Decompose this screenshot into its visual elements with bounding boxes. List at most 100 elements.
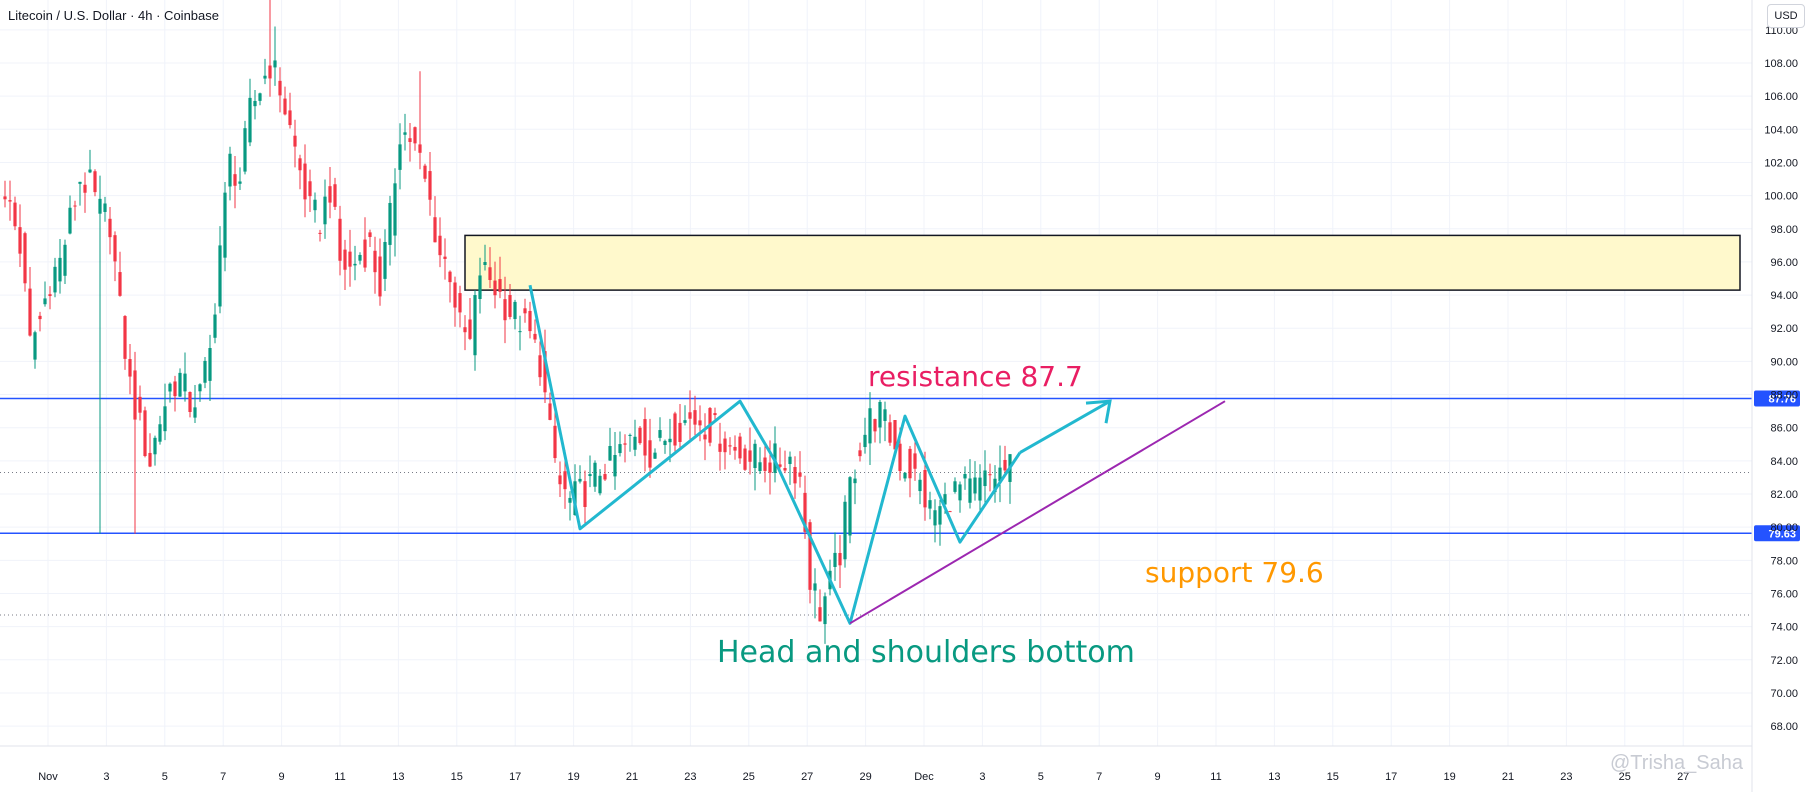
candle-body xyxy=(353,263,357,266)
candle-body xyxy=(958,484,962,501)
candle-body xyxy=(13,202,17,227)
candle-body xyxy=(528,310,532,332)
x-tick-label: Nov xyxy=(38,771,58,783)
candle-body xyxy=(303,163,307,200)
candle-body xyxy=(108,218,112,238)
candle-body xyxy=(263,75,267,79)
pattern-zigzag xyxy=(528,284,1022,625)
candle-body xyxy=(603,474,607,480)
candle-body xyxy=(203,360,207,383)
candle-body xyxy=(63,244,67,276)
candle-body xyxy=(208,348,212,381)
candle-body xyxy=(748,450,752,462)
candle-body xyxy=(988,474,992,476)
x-tick-label: 25 xyxy=(743,771,755,783)
currency-button[interactable]: USD xyxy=(1767,4,1805,28)
candle-body xyxy=(53,266,57,293)
candle-body xyxy=(943,494,947,505)
candle-body xyxy=(583,481,587,508)
x-tick-label: 11 xyxy=(334,771,345,783)
candle-body xyxy=(788,456,792,464)
candle-body xyxy=(758,462,762,472)
candle-body xyxy=(473,295,477,356)
candle-body xyxy=(123,316,127,359)
candle-body xyxy=(808,522,812,590)
x-tick-label: 23 xyxy=(1560,771,1572,783)
x-tick-label: 27 xyxy=(801,771,813,783)
candle-body xyxy=(133,370,137,420)
candle-body xyxy=(298,158,302,171)
candle-body xyxy=(923,469,927,508)
candle-body xyxy=(893,420,897,450)
candle-body xyxy=(833,552,837,567)
candle-body xyxy=(883,409,887,421)
candle-body xyxy=(268,65,272,79)
candle-body xyxy=(968,478,972,503)
candle-body xyxy=(723,438,727,453)
candle-body xyxy=(488,267,492,281)
candle-body xyxy=(498,279,502,292)
price-label: 87.76 xyxy=(1768,394,1796,406)
candle-body xyxy=(538,355,542,378)
candle-body xyxy=(838,553,842,566)
candle-body xyxy=(138,396,142,413)
candle-body xyxy=(213,314,217,338)
candle-body xyxy=(168,383,172,392)
candle-body xyxy=(148,452,152,467)
x-tick-label: 27 xyxy=(1677,771,1689,783)
y-tick-label: 84.00 xyxy=(1770,456,1798,468)
candle-body xyxy=(33,332,37,360)
candle-body xyxy=(813,583,817,591)
y-tick-label: 106.00 xyxy=(1764,91,1798,103)
x-tick-label: 3 xyxy=(103,771,109,783)
candle-body xyxy=(698,420,702,426)
y-tick-label: 68.00 xyxy=(1770,721,1798,733)
candle-body xyxy=(858,450,862,457)
candle-body xyxy=(703,434,707,440)
x-tick-label: 15 xyxy=(451,771,463,783)
pattern-annotation: Head and shoulders bottom xyxy=(717,635,1135,670)
candle-body xyxy=(73,205,77,207)
candle-body xyxy=(358,254,362,261)
candle-body xyxy=(793,467,797,484)
candle-body xyxy=(863,434,867,448)
rising-trendline xyxy=(849,400,1226,625)
candle-body xyxy=(403,132,407,135)
candle-body xyxy=(8,200,12,202)
x-tick-label: 25 xyxy=(1619,771,1631,783)
y-tick-label: 72.00 xyxy=(1770,655,1798,667)
candle-body xyxy=(973,477,977,494)
candle-body xyxy=(648,440,652,468)
y-tick-label: 96.00 xyxy=(1770,257,1798,269)
x-tick-label: 19 xyxy=(1443,771,1455,783)
candle-body xyxy=(903,472,907,479)
x-tick-label: 13 xyxy=(392,771,404,783)
candle-body xyxy=(888,422,892,443)
candle-body xyxy=(518,331,522,333)
y-tick-label: 94.00 xyxy=(1770,290,1798,302)
candle-body xyxy=(983,470,987,487)
x-tick-label: 17 xyxy=(509,771,521,783)
support-annotation: support 79.6 xyxy=(1145,556,1324,589)
candle-body xyxy=(928,500,932,509)
candle-body xyxy=(48,294,52,297)
x-tick-label: 13 xyxy=(1268,771,1280,783)
candle-body xyxy=(713,413,717,416)
candle-body xyxy=(363,239,367,268)
x-tick-label: 5 xyxy=(162,771,168,783)
candle-body xyxy=(118,272,122,296)
candle-body xyxy=(683,420,687,423)
candle-body xyxy=(438,235,442,256)
candle-body xyxy=(693,410,697,425)
candle-body xyxy=(563,471,567,490)
candle-body xyxy=(283,98,287,115)
candle-body xyxy=(158,424,162,442)
y-tick-label: 100.00 xyxy=(1764,191,1798,203)
candle-body xyxy=(533,333,537,340)
candle-body xyxy=(408,138,412,142)
candle-body xyxy=(818,607,822,622)
x-tick-label: 5 xyxy=(1038,771,1044,783)
candle-body xyxy=(293,135,297,147)
x-tick-label: 19 xyxy=(567,771,579,783)
